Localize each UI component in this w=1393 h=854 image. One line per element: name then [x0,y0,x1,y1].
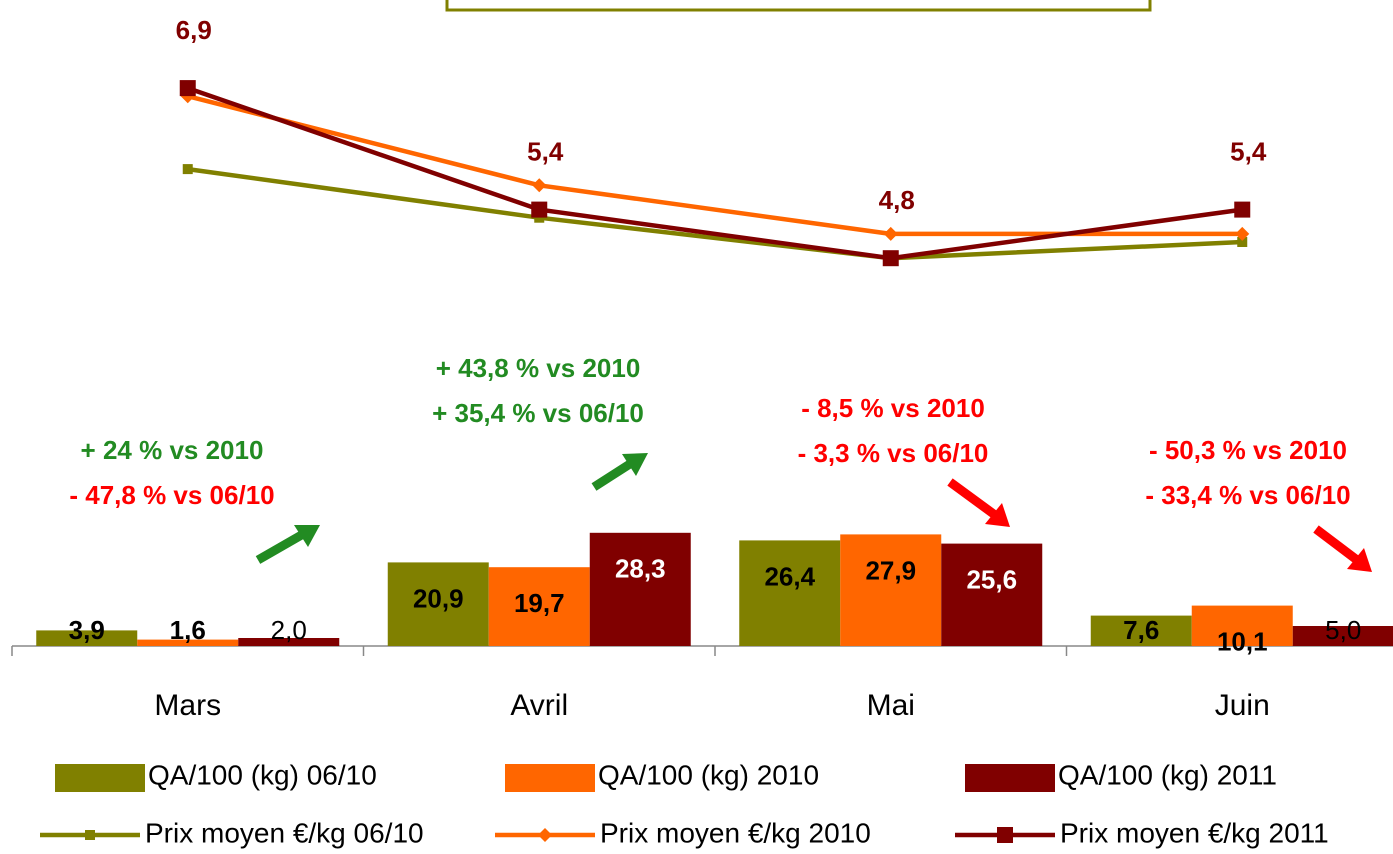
bar [941,543,1043,646]
line [187,94,1243,237]
line-marker [532,178,547,193]
bar [739,540,841,646]
annotation: + 43,8 % vs 2010 [436,353,641,383]
arrow-head [622,453,648,476]
bar [137,639,239,646]
bar [840,534,942,646]
line-marker [997,827,1013,843]
arrow-head [1347,548,1372,572]
legend-label: Prix moyen €/kg 2011 [1060,817,1329,848]
arrow-head [985,503,1010,527]
bar-value-label: 5,0 [1325,615,1361,645]
bar-value-label: 25,6 [966,564,1017,594]
legend-swatch [505,764,595,792]
line-marker [882,250,899,267]
bar [387,562,489,646]
title-box [445,0,1152,12]
annotation: + 24 % vs 2010 [81,435,264,465]
bar [1292,626,1393,646]
arrow [947,478,998,519]
arrow [591,458,636,491]
annotation: - 47,8 % vs 06/10 [69,480,274,510]
line-marker [531,201,548,218]
bar [1090,615,1192,646]
line-value-label: 6,9 [176,15,212,45]
bar-value-label: 7,6 [1123,615,1159,645]
bar-value-label: 28,3 [615,554,666,584]
bar-value-label: 26,4 [764,561,815,591]
line-marker [1234,201,1251,218]
legend-swatch [55,764,145,792]
line-value-label: 4,8 [879,185,915,215]
bar-value-label: 27,9 [865,555,916,585]
x-tick-label: Juin [1215,689,1270,722]
arrow-head [294,525,320,547]
line-marker [883,226,898,241]
annotation: - 8,5 % vs 2010 [801,393,985,423]
x-tick-label: Mars [154,689,221,722]
line-marker [1237,237,1248,247]
bar-value-label: 3,9 [69,615,105,645]
annotation: - 33,4 % vs 06/10 [1145,480,1350,510]
legend-label: Prix moyen €/kg 06/10 [145,817,424,848]
line-value-label: 5,4 [527,136,564,166]
annotation: - 50,3 % vs 2010 [1149,435,1347,465]
bar [1191,605,1293,646]
legend-label: Prix moyen €/kg 2010 [600,817,871,848]
line-marker [182,164,193,175]
line-marker [538,828,552,842]
line-marker [85,830,95,840]
bar [238,638,340,646]
bar-value-label: 20,9 [413,583,464,613]
x-tick-label: Mai [867,689,915,722]
legend-label: QA/100 (kg) 2010 [598,759,819,790]
line [187,166,1243,261]
bar-value-label: 10,1 [1217,626,1268,656]
bar [488,567,590,646]
legend-swatch [965,764,1055,792]
arrow [255,529,308,564]
legend-label: QA/100 (kg) 2011 [1058,759,1277,790]
x-tick-label: Avril [510,689,568,722]
line [187,85,1243,261]
arrow [1313,525,1360,564]
line-marker [534,212,545,223]
bar-value-label: 1,6 [170,615,206,645]
line-value-label: 5,4 [1230,136,1267,166]
arrows [255,453,1372,572]
bar [36,630,138,646]
line-marker [1235,226,1250,241]
bar [589,532,691,646]
bar-value-label: 2,0 [271,615,307,645]
bar-value-label: 19,7 [514,588,565,618]
legend-label: QA/100 (kg) 06/10 [148,759,377,790]
line-marker [179,80,196,97]
annotation: - 3,3 % vs 06/10 [798,438,989,468]
annotation: + 35,4 % vs 06/10 [432,398,644,428]
